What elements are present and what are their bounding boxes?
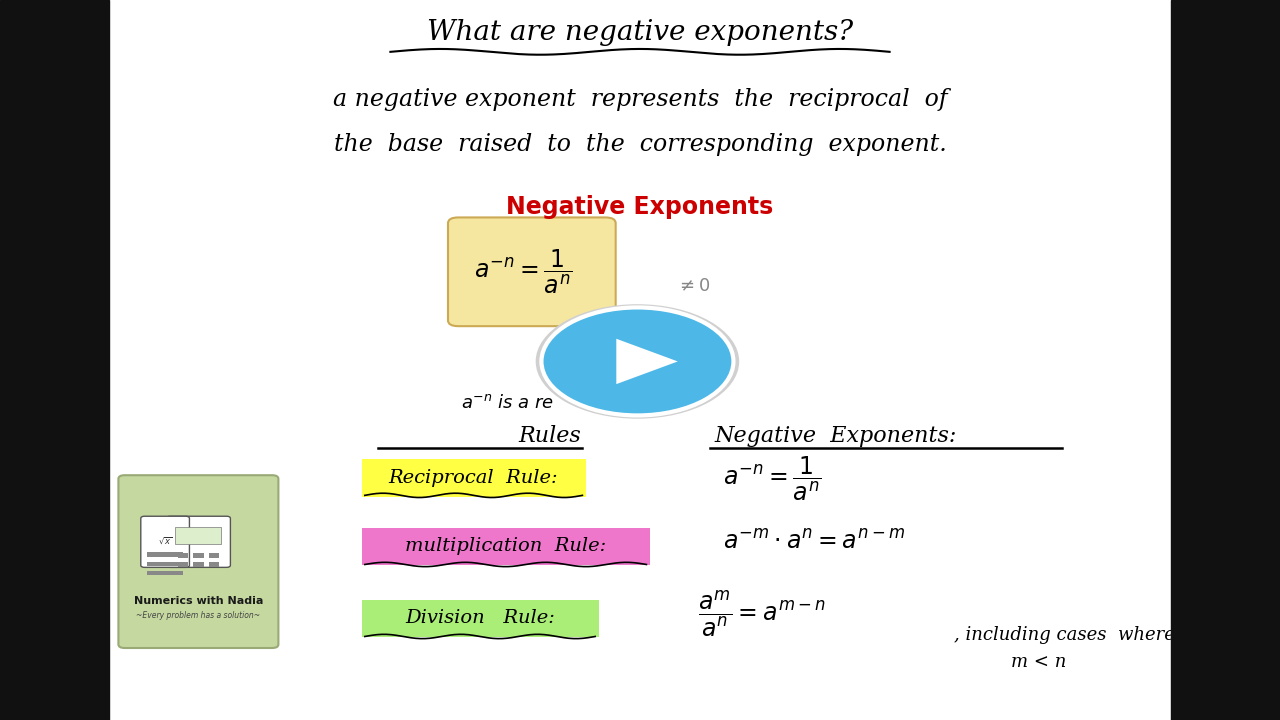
- Circle shape: [536, 304, 740, 419]
- Text: $a^{-n} = \dfrac{1}{a^n}$: $a^{-n} = \dfrac{1}{a^n}$: [474, 247, 572, 296]
- Text: ~Every problem has a solution~: ~Every problem has a solution~: [137, 611, 260, 620]
- FancyBboxPatch shape: [362, 528, 650, 565]
- FancyBboxPatch shape: [193, 553, 204, 558]
- FancyBboxPatch shape: [147, 562, 183, 566]
- Text: What are negative exponents?: What are negative exponents?: [428, 19, 852, 46]
- Polygon shape: [617, 339, 678, 384]
- Text: , including cases  where: , including cases where: [954, 626, 1175, 644]
- FancyBboxPatch shape: [362, 459, 586, 497]
- Text: m < n: m < n: [1011, 654, 1066, 671]
- Text: the  base  raised  to  the  corresponding  exponent.: the base raised to the corresponding exp…: [334, 132, 946, 156]
- FancyBboxPatch shape: [209, 553, 219, 558]
- Text: Division   Rule:: Division Rule:: [404, 609, 556, 627]
- Text: Negative  Exponents:: Negative Exponents:: [714, 425, 956, 446]
- FancyBboxPatch shape: [178, 553, 188, 558]
- Text: $\dfrac{a^m}{a^n} = a^{m-n}$: $\dfrac{a^m}{a^n} = a^{m-n}$: [698, 588, 826, 639]
- Text: $a^{-m} \cdot a^{n} = a^{n-m}$: $a^{-m} \cdot a^{n} = a^{n-m}$: [723, 529, 905, 554]
- Bar: [0, 0, 109, 720]
- Text: $\neq 0$: $\neq 0$: [676, 276, 710, 294]
- Text: a negative exponent  represents  the  reciprocal  of: a negative exponent represents the recip…: [333, 88, 947, 111]
- FancyBboxPatch shape: [209, 562, 219, 567]
- Circle shape: [541, 307, 733, 415]
- FancyBboxPatch shape: [362, 600, 599, 637]
- Text: $a^{-n}$ is a re: $a^{-n}$ is a re: [461, 395, 554, 412]
- FancyBboxPatch shape: [175, 527, 221, 544]
- FancyBboxPatch shape: [119, 475, 279, 648]
- FancyBboxPatch shape: [147, 552, 183, 557]
- Text: $a^{-n} = \dfrac{1}{a^n}$: $a^{-n} = \dfrac{1}{a^n}$: [723, 454, 822, 503]
- Bar: [1171, 0, 1280, 720]
- Text: multiplication  Rule:: multiplication Rule:: [404, 537, 607, 556]
- FancyBboxPatch shape: [141, 516, 189, 567]
- Text: Rules: Rules: [518, 425, 581, 446]
- FancyBboxPatch shape: [178, 562, 188, 567]
- FancyBboxPatch shape: [448, 217, 616, 326]
- FancyBboxPatch shape: [166, 516, 230, 567]
- Text: $\sqrt{x}$: $\sqrt{x}$: [157, 536, 173, 547]
- Text: Reciprocal  Rule:: Reciprocal Rule:: [389, 469, 558, 487]
- FancyBboxPatch shape: [193, 562, 204, 567]
- Text: Numerics with Nadia: Numerics with Nadia: [133, 596, 264, 606]
- FancyBboxPatch shape: [147, 571, 183, 575]
- Text: Negative Exponents: Negative Exponents: [507, 195, 773, 220]
